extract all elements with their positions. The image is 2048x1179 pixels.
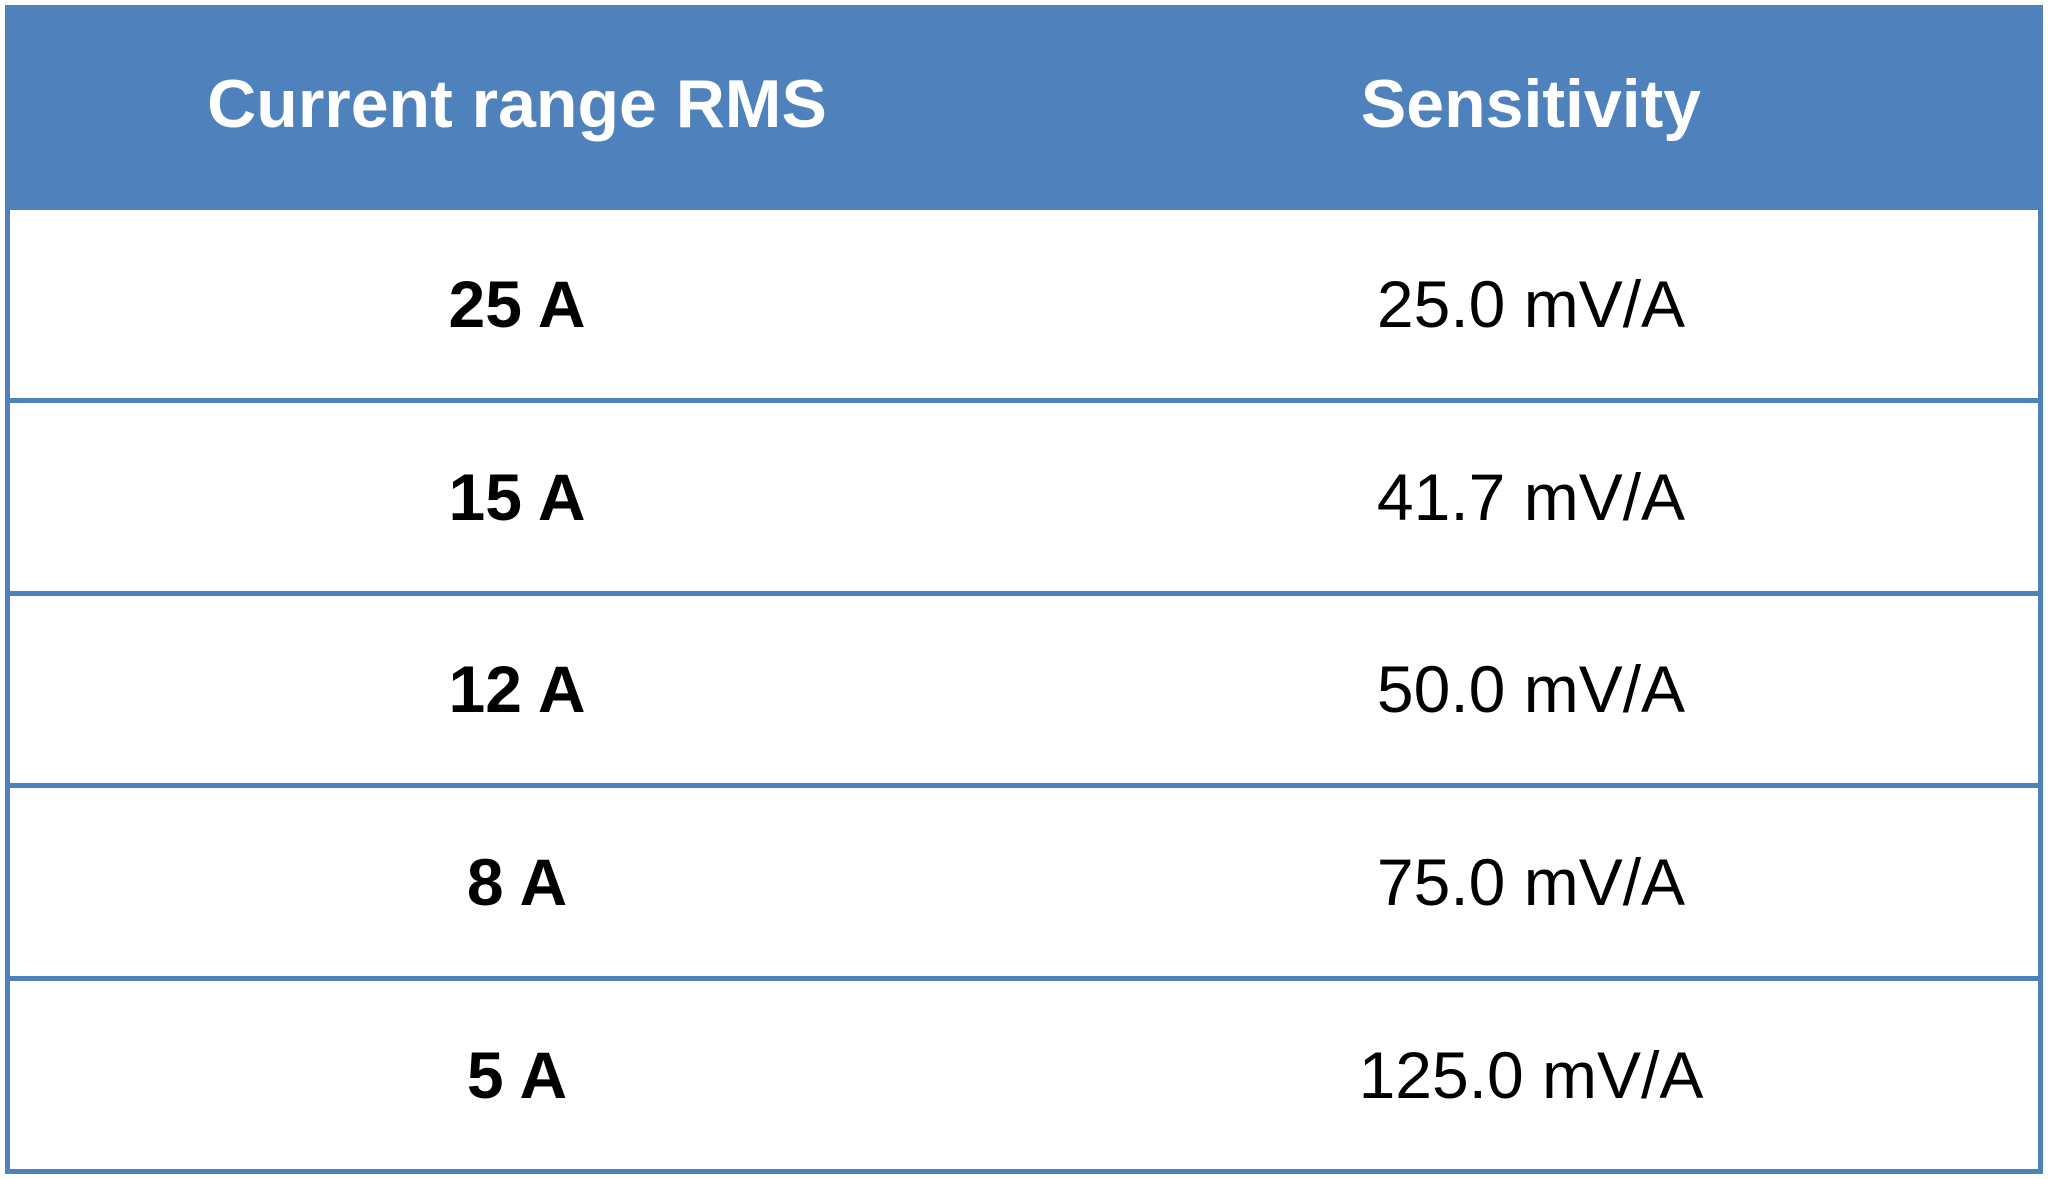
table-cell: 5 A (10, 976, 1024, 1169)
header-cell: Current range RMS (10, 10, 1024, 205)
table-cell: 15 A (10, 397, 1024, 591)
table-cell: 41.7 mV/A (1024, 397, 2038, 591)
table-cell: 25.0 mV/A (1024, 205, 2038, 398)
table: Current range RMS Sensitivity 25 A 25.0 mV/… (5, 5, 2043, 1174)
table-cell: 25 A (10, 205, 1024, 398)
table-cell: 50.0 mV/A (1024, 590, 2038, 784)
table-cell: 8 A (10, 783, 1024, 976)
table-cell: 12 A (10, 590, 1024, 784)
table-cell: 75.0 mV/A (1024, 783, 2038, 976)
header-cell: Sensitivity (1024, 10, 2038, 205)
table-cell: 125.0 mV/A (1024, 976, 2038, 1169)
